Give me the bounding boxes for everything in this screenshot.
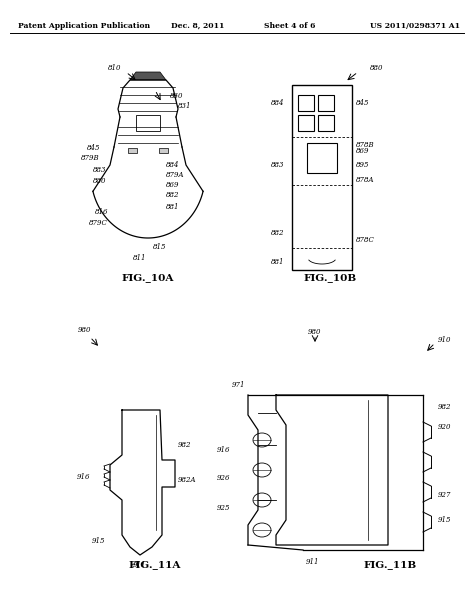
Text: 925: 925 (217, 504, 230, 512)
Text: FIG._11A: FIG._11A (129, 560, 181, 569)
Bar (159, 148, 168, 153)
Text: Patent Application Publication: Patent Application Publication (18, 22, 150, 30)
Text: 927: 927 (438, 491, 452, 499)
Text: 982A: 982A (178, 476, 197, 484)
Text: 895: 895 (356, 161, 370, 169)
Text: 910: 910 (438, 336, 452, 344)
Text: 884: 884 (166, 161, 180, 169)
Text: 884: 884 (271, 99, 284, 107)
Text: 869: 869 (166, 181, 180, 189)
Text: 980: 980 (308, 328, 322, 336)
Text: 882: 882 (271, 229, 284, 237)
Text: 982: 982 (438, 403, 452, 411)
Text: 880: 880 (370, 64, 383, 72)
Bar (136, 115, 160, 131)
Text: FIG._10A: FIG._10A (122, 274, 174, 282)
Polygon shape (130, 72, 166, 80)
Bar (318, 115, 334, 131)
Text: 878C: 878C (356, 236, 375, 244)
Bar (128, 148, 137, 153)
Text: 878A: 878A (356, 176, 374, 184)
Bar (292, 85, 352, 270)
Text: FIG._10B: FIG._10B (303, 274, 356, 282)
Text: 980: 980 (78, 326, 91, 334)
Bar (298, 95, 314, 111)
Text: 911: 911 (306, 558, 320, 566)
Text: 915: 915 (91, 537, 105, 545)
Text: 916: 916 (76, 473, 90, 481)
Text: 881: 881 (271, 258, 284, 266)
Text: 845: 845 (356, 99, 370, 107)
Text: Sheet 4 of 6: Sheet 4 of 6 (264, 22, 316, 30)
Text: 830: 830 (170, 92, 183, 100)
Text: 869: 869 (356, 147, 370, 155)
Text: 831: 831 (178, 102, 191, 110)
Text: 926: 926 (217, 474, 230, 482)
Text: 882: 882 (166, 191, 180, 199)
Bar (307, 143, 337, 173)
Text: 881: 881 (166, 203, 180, 211)
Text: 816: 816 (94, 208, 108, 216)
Text: FIG._11B: FIG._11B (364, 560, 417, 569)
Text: 915: 915 (438, 516, 452, 524)
Text: 879A: 879A (166, 171, 184, 179)
Text: 878B: 878B (356, 141, 374, 149)
Text: 971: 971 (231, 381, 245, 389)
Text: 880: 880 (92, 177, 106, 185)
Text: 916: 916 (217, 446, 230, 454)
Text: 920: 920 (438, 423, 452, 431)
Text: 911: 911 (133, 561, 147, 569)
Text: 883: 883 (271, 161, 284, 169)
Text: 811: 811 (133, 254, 147, 262)
Text: 815: 815 (153, 243, 166, 251)
Text: 883: 883 (92, 166, 106, 174)
Text: 845: 845 (86, 144, 100, 152)
Text: 810: 810 (108, 64, 121, 72)
Text: US 2011/0298371 A1: US 2011/0298371 A1 (370, 22, 460, 30)
Text: Dec. 8, 2011: Dec. 8, 2011 (171, 22, 225, 30)
Bar (298, 115, 314, 131)
Text: 982: 982 (178, 441, 191, 449)
Text: 879B: 879B (82, 154, 100, 162)
Text: 879C: 879C (89, 219, 108, 227)
Bar (318, 95, 334, 111)
